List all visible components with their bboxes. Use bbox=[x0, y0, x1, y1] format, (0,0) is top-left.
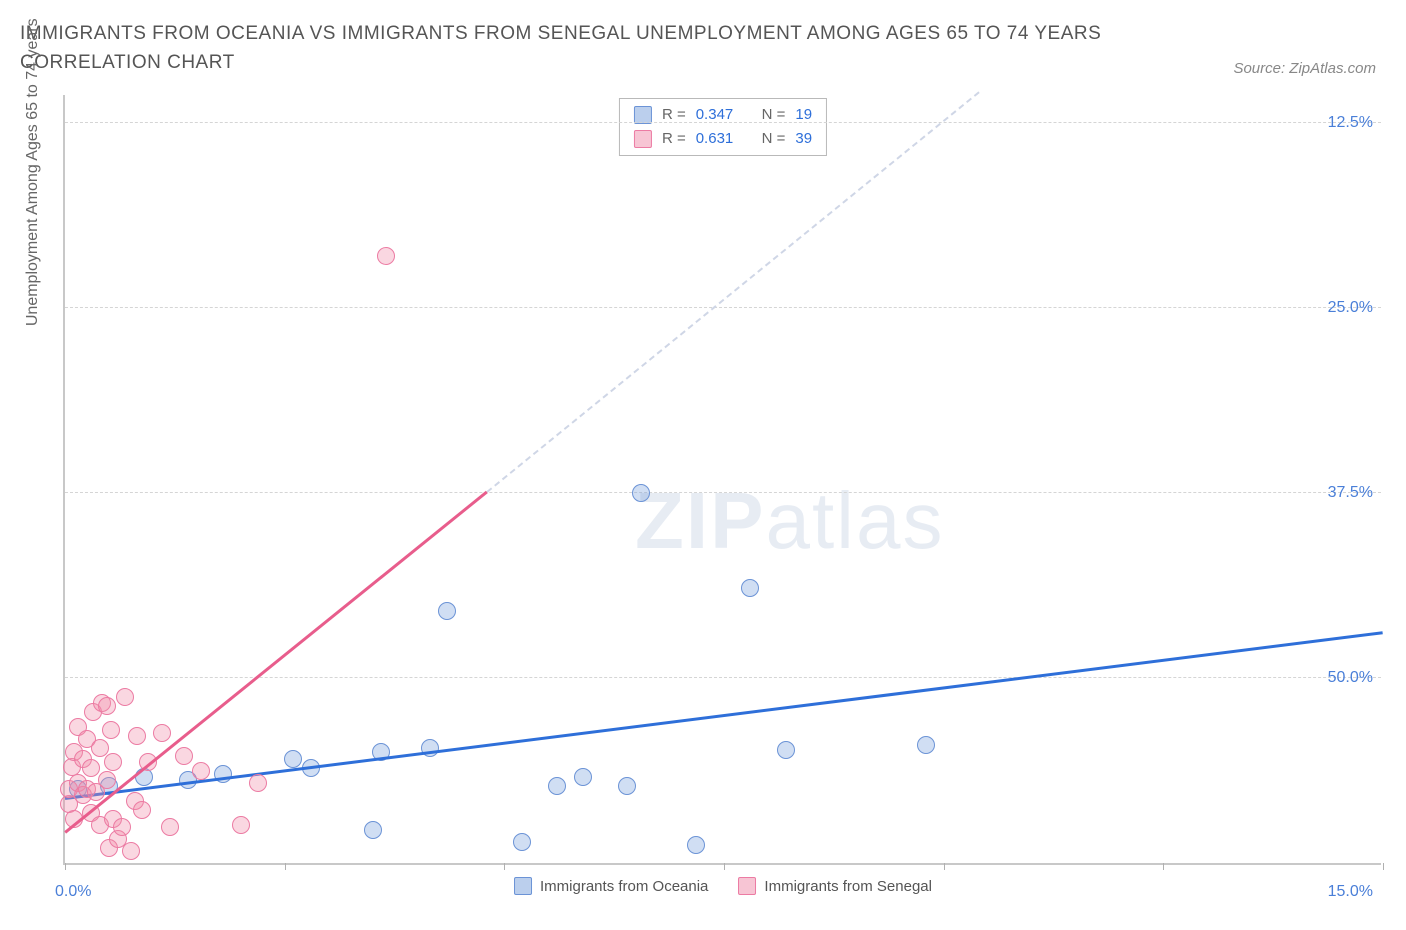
regression-line bbox=[65, 631, 1383, 799]
data-point bbox=[232, 816, 250, 834]
data-point bbox=[777, 741, 795, 759]
stat-r-oceania: 0.347 bbox=[696, 103, 734, 127]
x-axis-min-label: 0.0% bbox=[55, 883, 91, 901]
data-point bbox=[364, 821, 382, 839]
data-point bbox=[513, 833, 531, 851]
data-point bbox=[122, 842, 140, 860]
stat-n-senegal: 39 bbox=[795, 127, 812, 151]
data-point bbox=[102, 721, 120, 739]
data-point bbox=[284, 750, 302, 768]
data-point bbox=[917, 736, 935, 754]
x-axis-tick bbox=[724, 863, 725, 870]
data-point bbox=[548, 777, 566, 795]
x-axis-tick bbox=[1163, 863, 1164, 870]
data-point bbox=[98, 771, 116, 789]
data-point bbox=[153, 724, 171, 742]
legend-label-senegal: Immigrants from Senegal bbox=[764, 878, 932, 895]
source-attribution: Source: ZipAtlas.com bbox=[1233, 60, 1376, 77]
legend-swatch-oceania bbox=[514, 877, 532, 895]
data-point bbox=[133, 801, 151, 819]
stat-r-label: R = bbox=[662, 127, 686, 151]
x-axis-tick bbox=[944, 863, 945, 870]
data-point bbox=[161, 818, 179, 836]
stats-row-oceania: R = 0.347 N = 19 bbox=[634, 103, 812, 127]
regression-line bbox=[64, 491, 487, 834]
stat-n-label: N = bbox=[762, 127, 786, 151]
data-point bbox=[91, 739, 109, 757]
data-point bbox=[438, 602, 456, 620]
data-point bbox=[249, 774, 267, 792]
data-point bbox=[741, 579, 759, 597]
data-point bbox=[574, 768, 592, 786]
gridline bbox=[65, 492, 1381, 493]
data-point bbox=[104, 753, 122, 771]
x-axis-tick bbox=[504, 863, 505, 870]
y-axis-tick-label: 37.5% bbox=[1328, 484, 1373, 502]
stat-r-senegal: 0.631 bbox=[696, 127, 734, 151]
data-point bbox=[192, 762, 210, 780]
plot-area: ZIPatlas R = 0.347 N = 19 R = 0.631 N = … bbox=[63, 95, 1381, 865]
watermark-bold: ZIP bbox=[635, 476, 765, 565]
data-point bbox=[113, 818, 131, 836]
stats-box: R = 0.347 N = 19 R = 0.631 N = 39 bbox=[619, 98, 827, 156]
x-axis-tick bbox=[65, 863, 66, 870]
data-point bbox=[214, 765, 232, 783]
legend-item-oceania: Immigrants from Oceania bbox=[514, 877, 708, 895]
data-point bbox=[618, 777, 636, 795]
x-axis-tick bbox=[1383, 863, 1384, 870]
y-axis-tick-label: 50.0% bbox=[1328, 669, 1373, 687]
watermark-rest: atlas bbox=[765, 476, 944, 565]
data-point bbox=[98, 697, 116, 715]
stat-r-label: R = bbox=[662, 103, 686, 127]
x-axis-tick bbox=[285, 863, 286, 870]
legend-item-senegal: Immigrants from Senegal bbox=[738, 877, 932, 895]
stats-row-senegal: R = 0.631 N = 39 bbox=[634, 127, 812, 151]
stat-n-oceania: 19 bbox=[795, 103, 812, 127]
x-axis-max-label: 15.0% bbox=[1328, 883, 1373, 901]
watermark: ZIPatlas bbox=[635, 475, 944, 567]
chart-title: IMMIGRANTS FROM OCEANIA VS IMMIGRANTS FR… bbox=[20, 20, 1120, 77]
gridline bbox=[65, 122, 1381, 123]
swatch-senegal bbox=[634, 130, 652, 148]
y-axis-tick-label: 12.5% bbox=[1328, 114, 1373, 132]
data-point bbox=[175, 747, 193, 765]
data-point bbox=[116, 688, 134, 706]
legend-label-oceania: Immigrants from Oceania bbox=[540, 878, 708, 895]
data-point bbox=[377, 247, 395, 265]
gridline bbox=[65, 677, 1381, 678]
y-axis-title: Unemployment Among Ages 65 to 74 years bbox=[24, 18, 42, 326]
stat-n-label: N = bbox=[762, 103, 786, 127]
y-axis-tick-label: 25.0% bbox=[1328, 299, 1373, 317]
legend-swatch-senegal bbox=[738, 877, 756, 895]
legend: Immigrants from Oceania Immigrants from … bbox=[514, 877, 932, 895]
data-point bbox=[82, 759, 100, 777]
data-point bbox=[632, 484, 650, 502]
gridline bbox=[65, 307, 1381, 308]
data-point bbox=[128, 727, 146, 745]
data-point bbox=[687, 836, 705, 854]
